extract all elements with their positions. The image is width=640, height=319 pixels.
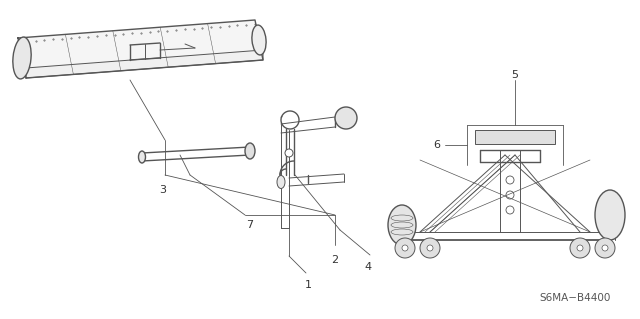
Circle shape bbox=[577, 245, 583, 251]
Circle shape bbox=[420, 238, 440, 258]
Text: 6: 6 bbox=[433, 140, 440, 150]
Polygon shape bbox=[26, 50, 263, 78]
Circle shape bbox=[570, 238, 590, 258]
Circle shape bbox=[402, 245, 408, 251]
Ellipse shape bbox=[595, 190, 625, 240]
Bar bbox=[475, 130, 555, 144]
Text: 7: 7 bbox=[246, 220, 253, 230]
Ellipse shape bbox=[13, 37, 31, 79]
Text: 2: 2 bbox=[332, 255, 339, 265]
Polygon shape bbox=[18, 20, 263, 78]
Ellipse shape bbox=[138, 151, 145, 163]
Text: S6MA−B4400: S6MA−B4400 bbox=[540, 293, 611, 303]
Text: 4: 4 bbox=[364, 262, 372, 272]
Text: 3: 3 bbox=[159, 185, 166, 195]
Text: 5: 5 bbox=[511, 70, 518, 80]
Circle shape bbox=[427, 245, 433, 251]
Circle shape bbox=[595, 238, 615, 258]
Ellipse shape bbox=[335, 107, 357, 129]
Text: 1: 1 bbox=[305, 280, 312, 290]
Circle shape bbox=[602, 245, 608, 251]
Ellipse shape bbox=[277, 175, 285, 189]
Ellipse shape bbox=[388, 205, 416, 245]
Ellipse shape bbox=[252, 25, 266, 55]
Circle shape bbox=[285, 149, 293, 157]
Ellipse shape bbox=[245, 143, 255, 159]
Circle shape bbox=[395, 238, 415, 258]
